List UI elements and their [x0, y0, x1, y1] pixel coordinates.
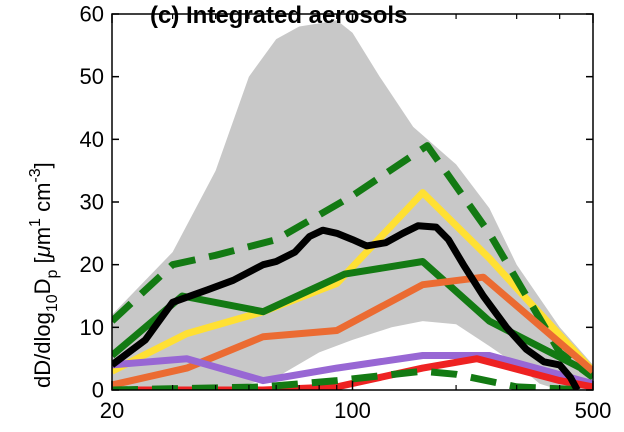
y-tick-label: 0	[92, 378, 104, 403]
x-tick-label: 100	[334, 398, 371, 423]
y-tick-label: 50	[80, 64, 104, 89]
x-tick-label: 500	[575, 398, 612, 423]
spread-envelope	[112, 20, 593, 390]
chart-title: (c) Integrated aerosols	[150, 2, 407, 29]
y-axis-label: dD/dlog10Dp [μm1 cm-3]	[27, 162, 61, 388]
series-line-6	[112, 355, 593, 390]
x-tick-label: 20	[100, 398, 124, 423]
series-line-8	[112, 222, 581, 390]
series-line-4	[112, 273, 593, 389]
y-tick-label: 10	[80, 315, 104, 340]
axes-layer: 0 10 20 30 40 50 60 20 100 500	[80, 2, 612, 424]
svg-text:dD/dlog10Dp [μm1 cm-3]: dD/dlog10Dp [μm1 cm-3]	[27, 162, 61, 388]
series-line-2	[112, 142, 593, 381]
series-line-1	[112, 189, 593, 375]
y-tick-label: 40	[80, 127, 104, 152]
y-tick-label: 20	[80, 252, 104, 277]
series-line-5	[112, 352, 593, 388]
y-tick-label: 60	[80, 2, 104, 27]
y-tick-label: 30	[80, 190, 104, 215]
